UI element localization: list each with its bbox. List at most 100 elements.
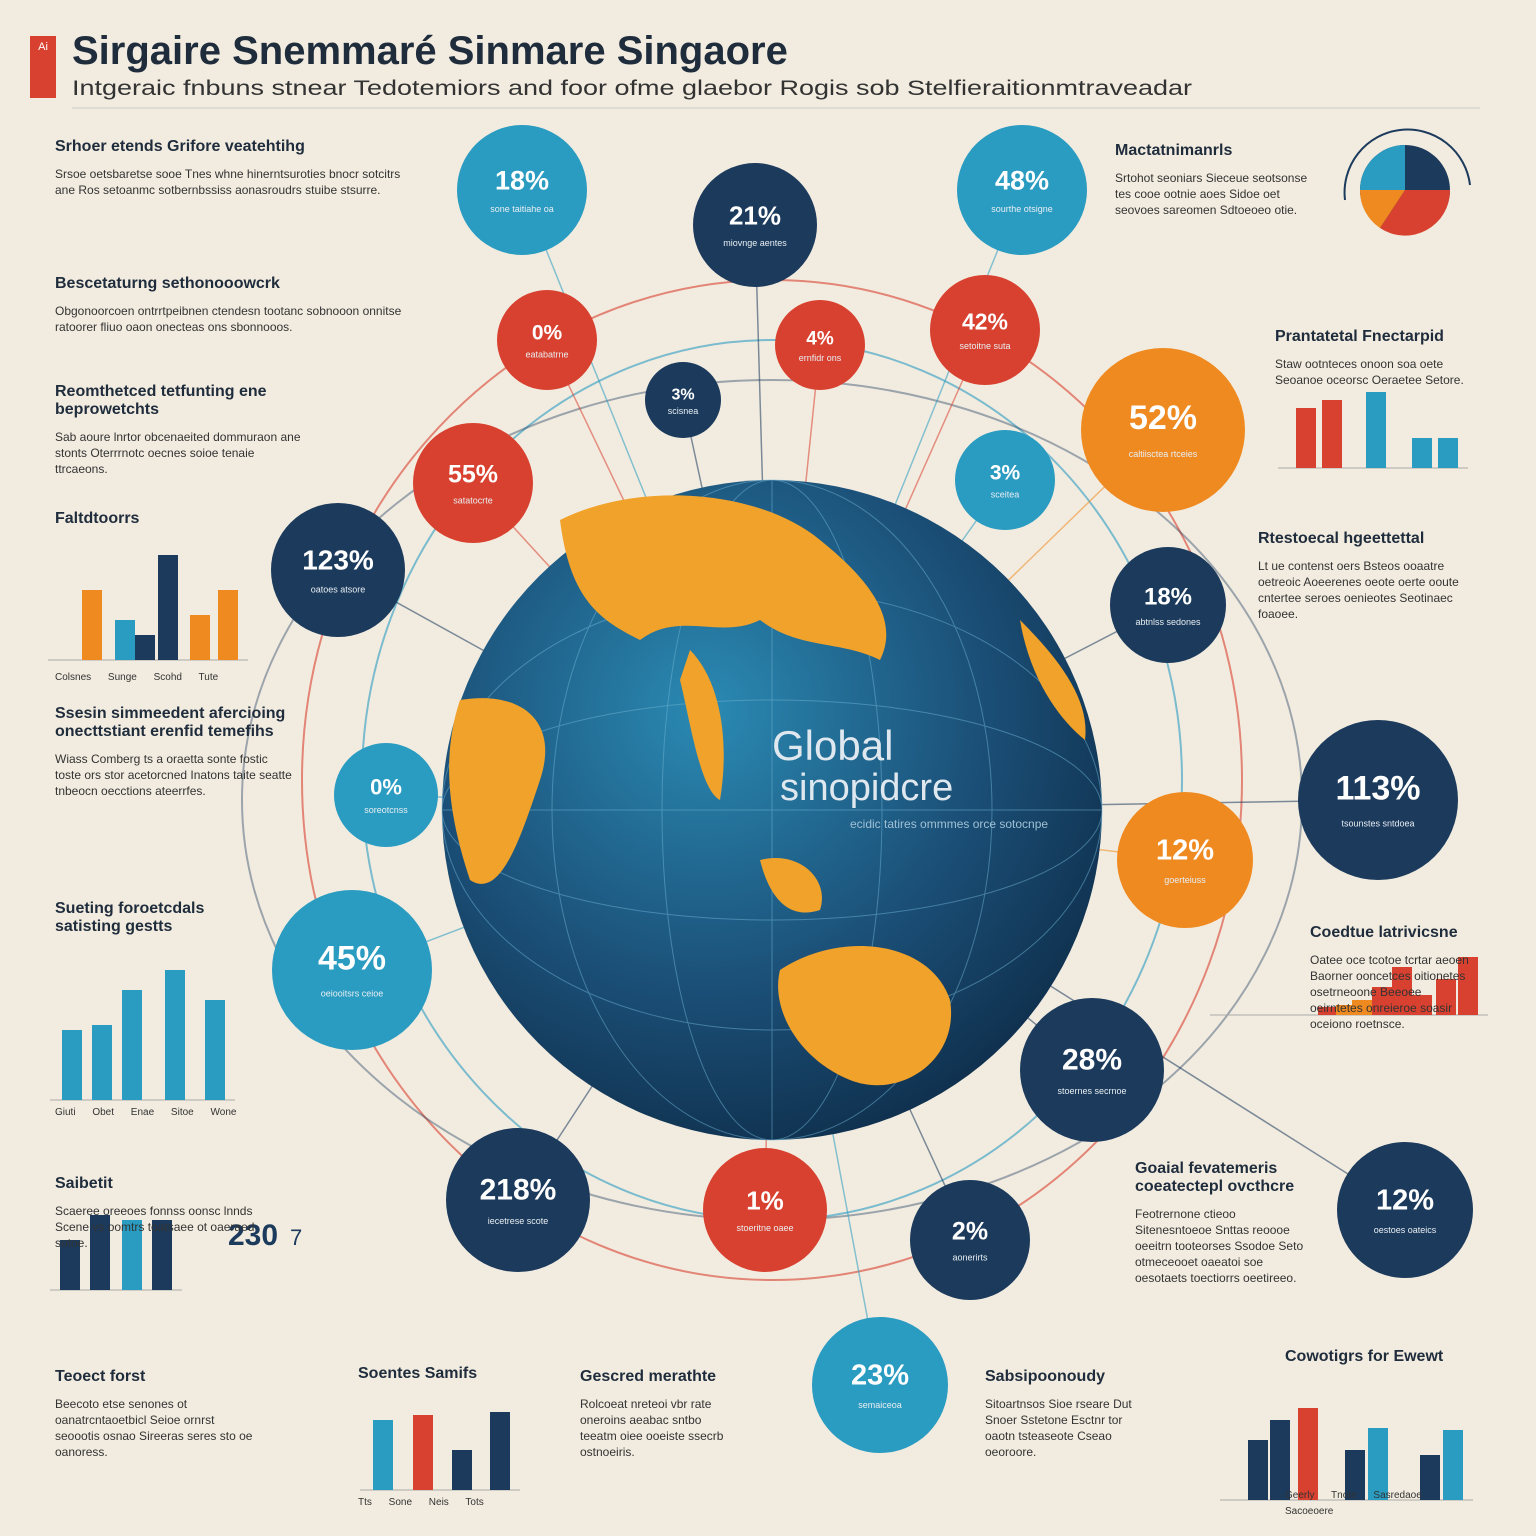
title: Sirgaire Snemmaré Sinmare Singaore: [72, 29, 788, 73]
section-heading: Cowotigrs for Ewewt: [1285, 1348, 1444, 1365]
stat-value: 218%: [480, 1173, 557, 1206]
bar-shape: [60, 1240, 80, 1290]
section: Srhoer etends Grifore veatehtihg Srsoe oe…: [55, 138, 415, 198]
stat-caption: caltiisctea rtceies: [1129, 449, 1198, 459]
stat-caption: iecetrese scote: [488, 1216, 549, 1226]
pie-slice: [1359, 190, 1405, 228]
section-heading: Mactatnimanrls: [1115, 142, 1233, 159]
pie-slice: [1360, 145, 1405, 190]
pie-slice: [1380, 190, 1451, 236]
pie: [1343, 128, 1471, 236]
section: Prantatetal Fnectarpid Staw ootnteces ono…: [1275, 328, 1480, 388]
section-body: Staw ootnteces onoon soa oete Seoanoe oc…: [1275, 357, 1464, 387]
stat-value: 0%: [370, 775, 402, 800]
stat-value: 23%: [851, 1359, 909, 1391]
section-heading: Ssesin simmeedent afercioing onecttstian…: [55, 705, 286, 740]
bar-shape: [1368, 1428, 1388, 1500]
stat-value: 0%: [532, 322, 563, 345]
stat-caption: tsounstes sntdoea: [1341, 818, 1414, 828]
section-body: Srtohot seoniars Sieceue seotsonse tes c…: [1115, 171, 1308, 217]
stat-circle: [703, 1148, 827, 1272]
stat-value: 3%: [671, 387, 694, 404]
big-number-unit: 7: [290, 1225, 302, 1250]
mini-charts: [48, 392, 1488, 1501]
bar-shape: [205, 1000, 225, 1100]
bar-shape: [1458, 957, 1478, 1015]
stat-caption: eatabatrne: [525, 349, 568, 359]
section-body: Lt ue contenst oers Bsteos ooaatre oetre…: [1258, 559, 1459, 621]
section-body: Obgonoorcoen ontrrtpeibnen ctendesn toot…: [55, 304, 402, 334]
stat-caption: sone taitiahe oa: [490, 204, 554, 214]
bar-shape: [135, 635, 155, 660]
section-heading: Sueting foroetcdals satisting gestts: [55, 900, 205, 935]
section: Soentes Samifs Tts Sone Neis Tots: [358, 1365, 508, 1508]
bar-shape: [152, 1220, 172, 1290]
stat-circle: [413, 423, 533, 543]
stat-caption: aonerirts: [952, 1252, 988, 1262]
bar-shape: [1248, 1440, 1268, 1500]
stat-caption: miovnge aentes: [723, 238, 787, 248]
bar-shape: [1438, 438, 1458, 468]
section: Coedtue latrivicsne Oatee oce tcotoe tcrt…: [1310, 924, 1475, 1032]
section: Mactatnimanrls Srtohot seoniars Sieceue s…: [1115, 142, 1315, 218]
globe-subtitle: sinopidcre: [780, 767, 953, 809]
bar-shape: [1436, 979, 1456, 1015]
stat-circle: [1110, 547, 1226, 663]
section-heading: Coedtue latrivicsne: [1310, 924, 1458, 941]
section-heading: Faltdtoorrs: [55, 510, 140, 527]
stat-circle: [693, 163, 817, 287]
stat-caption: sourthe otsigne: [991, 204, 1053, 214]
bar-shape: [90, 1215, 110, 1290]
continent: [449, 698, 546, 884]
bar-shape: [1392, 967, 1412, 1015]
bar-shape: [1372, 987, 1392, 1015]
stat-value: 113%: [1335, 769, 1420, 807]
section-heading: Prantatetal Fnectarpid: [1275, 328, 1444, 345]
section: Cowotigrs for Ewewt Geerly Tnote Sasredao…: [1285, 1348, 1485, 1517]
stat-value: 55%: [448, 460, 498, 488]
stat-caption: ernfidr ons: [799, 353, 842, 363]
section: Teoect forst Beecoto etse senones ot oana…: [55, 1368, 255, 1460]
bar-shape: [1336, 1005, 1356, 1015]
section: Sueting foroetcdals satisting gestts Giut…: [55, 900, 255, 1118]
section-heading: Rtestoecal hgeettettal: [1258, 530, 1425, 547]
continent: [680, 650, 724, 800]
bar-shape: [122, 1220, 142, 1290]
section-body: Feotrernone ctieoo Sitenesntoeoe Snttas …: [1135, 1207, 1304, 1285]
stat-value: 52%: [1129, 399, 1197, 437]
bar-shape: [490, 1412, 510, 1490]
stat-caption: soreotcnss: [364, 805, 408, 815]
bar-shape: [413, 1415, 433, 1490]
stat-caption: abtnlss sedones: [1135, 617, 1201, 627]
section-body: Scaeree oreeoes fonnss oonsc lnnds Scene…: [55, 1204, 255, 1250]
stat-circle: [271, 503, 405, 637]
stat-circle: [457, 125, 587, 255]
bar-shape: [218, 590, 238, 660]
bar-shape: [122, 990, 142, 1100]
section-heading: Teoect forst: [55, 1368, 146, 1385]
section-heading: Srhoer etends Grifore veatehtihg: [55, 138, 305, 155]
section-body: Geerly Tnote Sasredaoe Sacoeoere: [1285, 1490, 1422, 1517]
continents: [449, 495, 1086, 1086]
bar-shape: [1366, 392, 1386, 468]
section: Ssesin simmeedent afercioing onecttstian…: [55, 705, 295, 799]
section-body: Tts Sone Neis Tots: [358, 1497, 484, 1508]
stat-value: 2%: [952, 1217, 988, 1245]
bar-shape: [62, 1030, 82, 1100]
section: Rtestoecal hgeettettal Lt ue contenst oer…: [1258, 530, 1473, 622]
stat-caption: setoitne suta: [959, 341, 1010, 351]
globe-caption: ecidic tatires ommmes orce sotocnpe: [850, 817, 1048, 831]
stat-circle: [910, 1180, 1030, 1300]
stat-value: 18%: [1144, 583, 1192, 610]
bar-shape: [1298, 1408, 1318, 1500]
stat-value: 28%: [1062, 1043, 1122, 1076]
section-heading: Saibetit: [55, 1175, 113, 1192]
bar-shape: [158, 555, 178, 660]
stat-circle: [812, 1317, 948, 1453]
section: Gescred merathte Rolcoeat nreteoi vbr rat…: [580, 1368, 740, 1460]
stat-value: 123%: [302, 544, 374, 575]
subtitle: Intgeraic fnbuns stnear Tedotemiors and …: [72, 77, 1192, 100]
badge-text: Ai: [38, 41, 48, 53]
